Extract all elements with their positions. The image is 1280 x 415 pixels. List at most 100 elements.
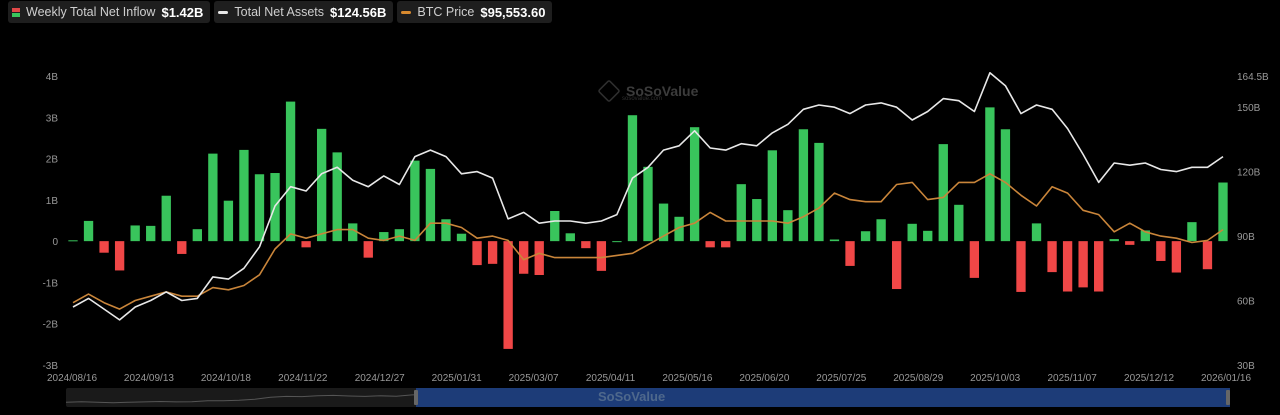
legend: Weekly Total Net Inflow $1.42B Total Net… [8,1,553,23]
right-axis-tick-label: 150B [1237,103,1261,114]
inflow-bar [845,241,855,266]
x-axis-tick-label: 2025/08/29 [893,373,943,384]
btc-line-icon [401,10,412,14]
legend-assets-value: $124.56B [330,4,387,20]
x-axis-tick-label: 2024/08/16 [47,373,97,384]
inflow-bar [1000,129,1011,242]
inflow-bar [332,152,342,242]
inflow-bar [239,149,249,242]
inflow-bar [798,129,809,242]
inflow-bar [285,101,296,242]
navigator-right-handle[interactable] [1226,390,1230,405]
x-axis-tick-label: 2026/01/16 [1201,373,1251,384]
right-axis-tick-label: 90B [1237,232,1255,243]
left-axis-tick-label: 2B [46,155,59,166]
inflow-bar [752,199,762,242]
inflow-bar [891,241,902,290]
inflow-bar [410,160,420,242]
x-axis-tick-label: 2024/09/13 [124,373,174,384]
inflow-bar [363,241,373,258]
legend-item-inflow[interactable]: Weekly Total Net Inflow $1.42B [8,1,211,23]
inflow-bar [1016,241,1026,292]
inflow-bar [938,144,948,242]
inflow-bar [721,241,731,248]
inflow-bar [534,241,544,275]
x-axis-tick-label: 2025/10/03 [970,373,1020,384]
inflow-bar [503,241,513,349]
inflow-bar [441,219,451,242]
x-axis-tick-label: 2024/12/27 [355,373,405,384]
inflow-bar [954,204,964,242]
x-axis-tick-label: 2025/06/20 [739,373,789,384]
navigator-selection[interactable] [416,388,1230,407]
inflow-bar [146,225,156,242]
legend-btc-value: $95,553.60 [480,4,546,20]
inflow-bar [114,241,125,271]
right-axis-tick-label: 60B [1237,297,1255,308]
inflow-bar [223,200,234,242]
inflow-bar [425,168,436,242]
inflow-bar [550,211,560,242]
right-axis-tick-label: 120B [1237,168,1261,179]
inflow-bar [923,230,933,242]
inflow-bar [736,184,746,242]
navigator-watermark: SoSoValue [598,389,666,404]
right-axis-tick-label: 30B [1237,361,1255,372]
inflow-bar [1202,241,1213,270]
x-axis-tick-label: 2025/01/31 [432,373,482,384]
inflow-bar [208,153,218,242]
left-axis-tick-label: -3B [42,361,58,372]
inflow-bar [83,220,94,242]
inflow-swatch-icon [12,7,20,17]
inflow-bar [969,241,980,278]
x-axis-tick-label: 2025/12/12 [1124,373,1174,384]
legend-btc-label: BTC Price [417,5,475,19]
x-axis-tick-label: 2024/10/18 [201,373,251,384]
total-net-assets-line [72,72,1224,321]
watermark-brand: SoSoValue [626,83,699,99]
left-axis-tick-label: 4B [46,72,59,83]
inflow-bar [1171,241,1182,273]
legend-inflow-value: $1.42B [161,4,204,20]
inflow-bar [876,219,886,242]
inflow-bar [596,241,607,271]
inflow-bar [1047,241,1057,273]
x-axis-tick-label: 2025/05/16 [662,373,712,384]
inflow-bar [1125,241,1135,245]
inflow-bar [658,203,669,242]
inflow-bar [348,223,358,242]
left-axis-tick-label: 1B [46,196,59,207]
inflow-bar [1187,222,1197,242]
inflow-bar [192,229,202,242]
inflow-bar [674,216,684,242]
legend-item-assets[interactable]: Total Net Assets $124.56B [214,1,394,23]
inflow-bar [612,241,622,243]
range-navigator[interactable]: SoSoValue [66,388,1230,407]
inflow-bar [394,229,405,242]
x-axis-tick-label: 2025/04/11 [586,373,636,384]
inflow-bar [581,241,591,249]
inflow-bar [316,128,327,242]
legend-assets-label: Total Net Assets [234,5,325,19]
inflow-bar [1062,241,1073,292]
navigator-left-handle[interactable] [414,390,418,405]
watermark: SoSoValue sosovalue.com [597,79,699,103]
inflow-bar [829,239,840,242]
legend-item-btc[interactable]: BTC Price $95,553.60 [397,1,553,23]
inflow-bar [705,241,715,248]
inflow-bar [907,223,917,242]
inflow-bar [1094,241,1104,292]
assets-line-icon [218,10,229,14]
inflow-bar [519,241,529,274]
inflow-bar [379,232,389,242]
inflow-bar [68,240,78,242]
inflow-bar [487,241,498,264]
watermark-sub: sosovalue.com [622,96,663,102]
inflow-bar [1109,239,1119,242]
left-axis-tick-label: 3B [46,113,59,124]
right-axis-tick-label: 164.5B [1237,72,1269,83]
inflow-bar [177,241,187,254]
inflow-bar [689,127,700,242]
x-axis-tick-label: 2025/11/07 [1047,373,1097,384]
